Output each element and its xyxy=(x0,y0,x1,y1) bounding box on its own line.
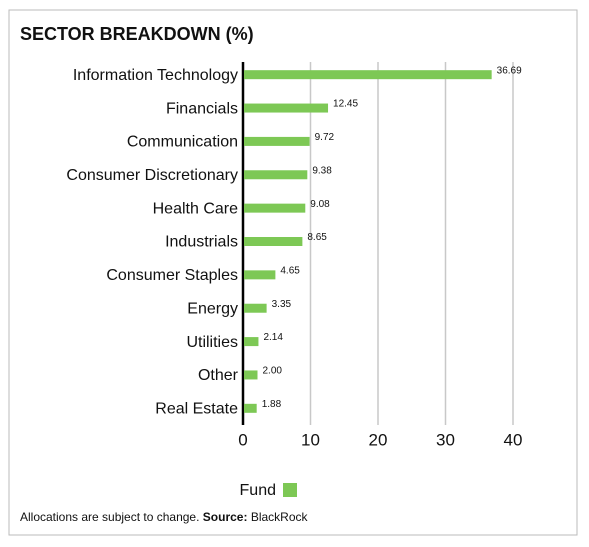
y-tick-label: Health Care xyxy=(153,200,238,217)
bar xyxy=(244,237,303,246)
value-label: 8.65 xyxy=(307,232,327,243)
note: Allocations are subject to change. xyxy=(20,510,199,524)
y-tick-label: Consumer Staples xyxy=(106,267,238,284)
y-tick-label: Financials xyxy=(166,100,238,117)
legend-swatch xyxy=(283,483,297,497)
frame xyxy=(8,9,578,536)
value-label: 36.69 xyxy=(497,65,522,76)
bar xyxy=(244,203,306,213)
x-tick-label: 0 xyxy=(238,430,247,449)
bar xyxy=(244,170,308,180)
value-label: 1.88 xyxy=(262,399,282,410)
source-label: Source: xyxy=(203,510,248,524)
y-tick-label: Real Estate xyxy=(155,401,238,418)
chart-title: SECTOR BREAKDOWN (%) xyxy=(20,24,254,44)
x-tick-label: 10 xyxy=(301,430,320,449)
value-label: 3.35 xyxy=(272,299,292,310)
bar xyxy=(244,337,259,347)
bar xyxy=(244,70,492,80)
bar xyxy=(244,370,258,380)
value-label: 12.45 xyxy=(333,99,358,110)
x-tick-label: 40 xyxy=(504,430,523,449)
legend-label: Fund xyxy=(240,482,276,499)
value-label: 4.65 xyxy=(280,266,300,277)
value-label: 2.00 xyxy=(263,366,283,377)
y-tick-label: Energy xyxy=(187,300,238,317)
x-tick-label: 20 xyxy=(369,430,388,449)
bar xyxy=(244,270,276,280)
y-tick-label: Information Technology xyxy=(73,67,238,84)
y-tick-label: Utilities xyxy=(186,334,238,351)
value-label: 9.72 xyxy=(315,132,335,143)
source: BlackRock xyxy=(251,510,309,524)
bar xyxy=(244,303,267,313)
bar xyxy=(244,136,310,146)
x-tick-label: 30 xyxy=(436,430,455,449)
y-tick-label: Communication xyxy=(127,134,238,151)
value-label: 9.38 xyxy=(312,165,332,176)
y-tick-label: Consumer Discretionary xyxy=(66,167,238,184)
value-label: 9.08 xyxy=(310,199,330,210)
y-tick-label: Other xyxy=(198,367,239,384)
value-label: 2.14 xyxy=(263,332,283,343)
bar xyxy=(244,403,257,413)
footnote: Allocations are subject to change. Sourc… xyxy=(20,510,309,524)
bar xyxy=(244,103,329,113)
y-tick-label: Industrials xyxy=(165,234,238,251)
